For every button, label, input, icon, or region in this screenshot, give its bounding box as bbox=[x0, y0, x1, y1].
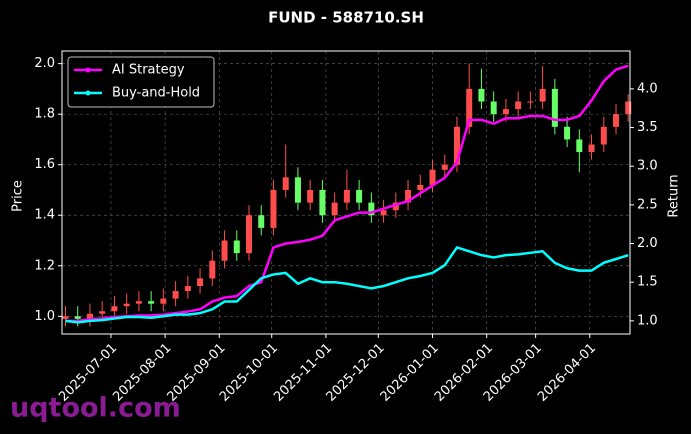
candle-body bbox=[625, 101, 632, 115]
y-tick-label: 1.2 bbox=[34, 258, 55, 273]
y2-tick-label: 3.0 bbox=[637, 159, 658, 174]
candle-body bbox=[466, 88, 473, 127]
candle-body bbox=[551, 88, 558, 127]
y2-tick-label: 2.5 bbox=[637, 197, 658, 212]
candle-body bbox=[515, 101, 522, 110]
candle-body bbox=[197, 278, 204, 286]
candle-body bbox=[184, 285, 191, 292]
candle-body bbox=[246, 215, 253, 254]
candle-body bbox=[539, 88, 546, 102]
candle-body bbox=[111, 306, 118, 312]
candle-body bbox=[209, 260, 216, 279]
candle-body bbox=[405, 189, 412, 203]
candle-body bbox=[380, 210, 387, 216]
candle-body bbox=[343, 189, 350, 203]
series-line bbox=[65, 246, 629, 324]
candle-body bbox=[600, 126, 607, 145]
candle-body bbox=[99, 311, 106, 314]
candle-body bbox=[392, 202, 399, 211]
watermark: uqtool.com bbox=[10, 393, 181, 424]
y-tick-label: 2.0 bbox=[34, 56, 55, 71]
legend-marker bbox=[85, 90, 91, 96]
candle-body bbox=[172, 291, 179, 299]
series-line bbox=[65, 64, 629, 323]
candle-body bbox=[502, 109, 509, 115]
legend-label: AI Strategy bbox=[112, 63, 185, 78]
candle-body bbox=[478, 88, 485, 102]
y2-tick-label: 1.5 bbox=[637, 275, 658, 290]
candle-body bbox=[294, 177, 301, 203]
candle-body bbox=[148, 301, 155, 304]
y-tick-label: 1.4 bbox=[34, 208, 55, 223]
chart-title: FUND - 588710.SH bbox=[268, 9, 424, 27]
candle-body bbox=[417, 184, 424, 190]
candle-body bbox=[331, 202, 338, 216]
candle-body bbox=[576, 139, 583, 153]
candle-body bbox=[62, 316, 69, 319]
y-tick-label: 1.6 bbox=[34, 157, 55, 172]
y-tick-label: 1.0 bbox=[34, 309, 55, 324]
candle-body bbox=[160, 298, 167, 304]
candle-body bbox=[282, 177, 289, 190]
candle-body bbox=[453, 126, 460, 165]
candle-body bbox=[270, 189, 277, 228]
candle-body bbox=[588, 144, 595, 153]
candle-body bbox=[356, 189, 363, 203]
candle-body bbox=[123, 303, 130, 307]
candle-body bbox=[307, 189, 314, 203]
candle-body bbox=[564, 126, 571, 140]
y2-axis-label: Return bbox=[667, 174, 682, 217]
y2-tick-label: 2.0 bbox=[637, 236, 658, 251]
candle-body bbox=[490, 101, 497, 115]
candle-body bbox=[135, 301, 142, 304]
candle-body bbox=[221, 240, 228, 261]
candle-body bbox=[319, 189, 326, 216]
y2-tick-label: 1.0 bbox=[637, 313, 658, 328]
y-tick-label: 1.8 bbox=[34, 107, 55, 122]
candle-body bbox=[233, 240, 240, 254]
candle-body bbox=[613, 114, 620, 127]
plot-frame bbox=[61, 50, 631, 335]
legend-label: Buy-and-Hold bbox=[112, 86, 200, 101]
candle-body bbox=[258, 215, 265, 228]
candle-body bbox=[86, 313, 93, 319]
y2-tick-label: 3.5 bbox=[637, 120, 658, 135]
y-axis-label: Price bbox=[11, 180, 26, 212]
legend-box bbox=[67, 56, 215, 108]
candle-body bbox=[429, 169, 436, 185]
y2-tick-label: 4.0 bbox=[637, 81, 658, 96]
candle-body bbox=[74, 316, 81, 319]
candle-body bbox=[527, 101, 534, 103]
candle-body bbox=[368, 202, 375, 216]
candle-body bbox=[441, 164, 448, 170]
legend-marker bbox=[85, 67, 91, 73]
